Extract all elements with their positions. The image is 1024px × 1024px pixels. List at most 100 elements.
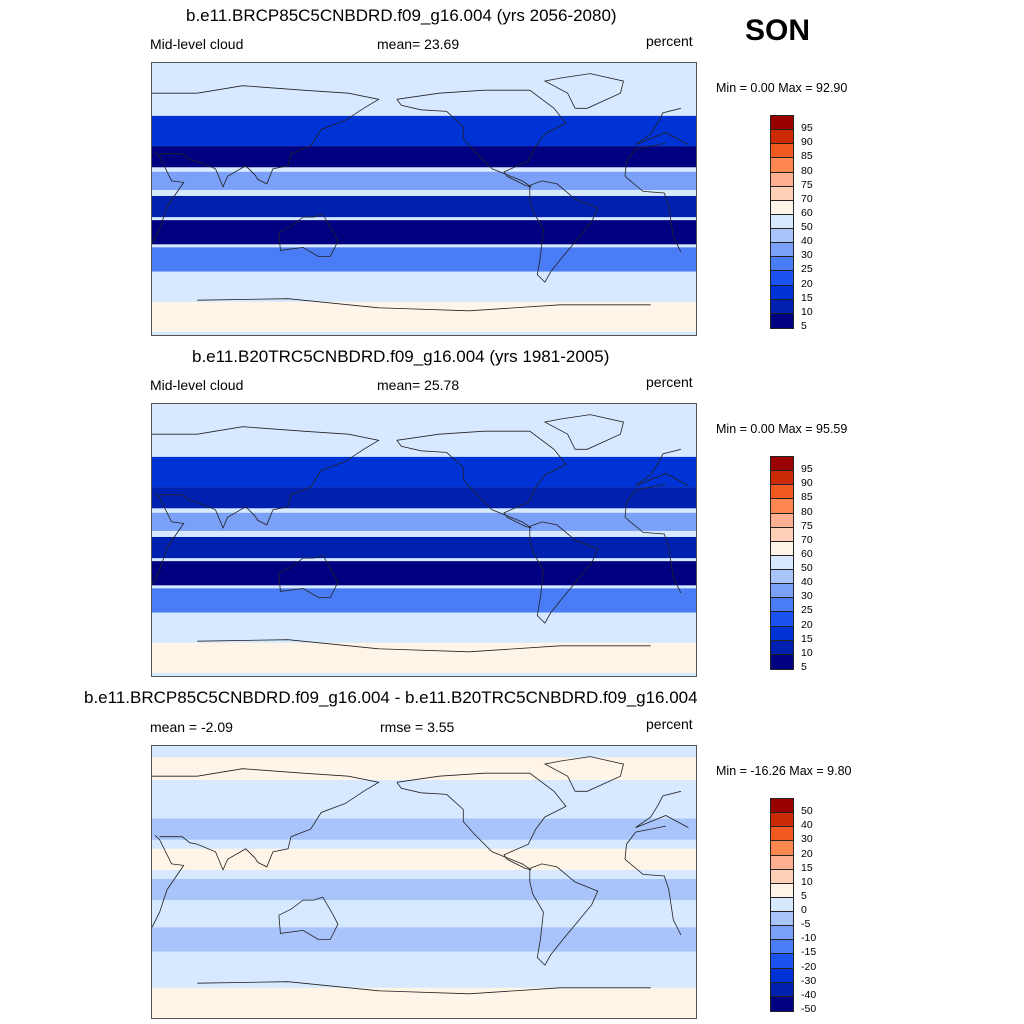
field-band <box>152 115 696 147</box>
colorbar-swatch <box>771 968 793 983</box>
panel-3-map <box>151 745 697 1019</box>
colorbar-swatch <box>771 485 793 500</box>
panel-2-variable-label: Mid-level cloud <box>150 377 244 393</box>
panel-3-title: b.e11.BRCP85C5CNBDRD.f09_g16.004 - b.e11… <box>84 688 698 707</box>
colorbar-swatch <box>771 996 793 1011</box>
colorbar-swatch <box>771 869 793 884</box>
colorbar-tick-label: -20 <box>801 960 817 973</box>
colorbar-swatch <box>771 271 793 286</box>
colorbar-tick-label: 85 <box>801 150 813 163</box>
colorbar-swatch <box>771 172 793 187</box>
field-band <box>152 757 696 780</box>
coastline <box>543 73 624 109</box>
colorbar-swatch <box>771 570 793 585</box>
coastline <box>529 180 599 283</box>
panel-2-minmax: Min = 0.00 Max = 95.59 <box>716 422 848 436</box>
colorbar-swatch <box>771 243 793 258</box>
colorbar-tick-label: 60 <box>801 206 813 219</box>
colorbar-tick-label: 80 <box>801 505 813 518</box>
colorbar-tick-label: 5 <box>801 661 807 673</box>
colorbar-tick-label: 15 <box>801 291 813 304</box>
colorbar-tick-label: 40 <box>801 819 813 832</box>
field-band <box>152 783 696 814</box>
season-label: SON <box>745 14 811 47</box>
coastline <box>152 142 682 253</box>
field-band <box>152 273 696 301</box>
colorbar-swatch <box>771 214 793 229</box>
coastline <box>152 768 689 871</box>
colorbar-tick-label: 25 <box>801 604 813 617</box>
colorbar-swatch <box>771 499 793 514</box>
field-band <box>152 878 696 901</box>
colorbar-swatch <box>771 299 793 314</box>
colorbar-tick-label: 95 <box>801 463 813 476</box>
coastline <box>197 298 651 312</box>
field-band <box>152 956 696 984</box>
panel-3-units-label: percent <box>646 716 693 732</box>
colorbar-swatch <box>771 541 793 556</box>
colorbar-tick-label: 30 <box>801 590 813 603</box>
colorbar-swatch <box>771 598 793 613</box>
colorbar-swatch <box>771 158 793 173</box>
field-band <box>152 927 696 952</box>
coastline <box>529 863 599 966</box>
colorbar-swatch <box>771 116 793 131</box>
colorbar-tick-label: 25 <box>801 263 813 276</box>
coastline <box>152 426 689 529</box>
panel-1-variable-label: Mid-level cloud <box>150 36 244 52</box>
colorbar-swatch <box>771 229 793 244</box>
panel-1-units-label: percent <box>646 33 693 49</box>
colorbar-tick-label: 30 <box>801 249 813 262</box>
colorbar-tick-label: 70 <box>801 192 813 205</box>
colorbar-tick-label: 75 <box>801 178 813 191</box>
panel-1-title: b.e11.BRCP85C5CNBDRD.f09_g16.004 (yrs 20… <box>186 6 617 25</box>
coastline <box>197 981 651 995</box>
field-band <box>152 146 696 168</box>
field-band <box>152 78 696 109</box>
colorbar-tick-label: 30 <box>801 833 813 846</box>
panel-2-colorbar <box>770 456 794 670</box>
panel-3-minmax: Min = -16.26 Max = 9.80 <box>716 764 852 778</box>
colorbar-swatch <box>771 200 793 215</box>
colorbar-tick-label: 50 <box>801 562 813 575</box>
colorbar-swatch <box>771 912 793 927</box>
colorbar-swatch <box>771 940 793 955</box>
colorbar-tick-label: -30 <box>801 974 817 987</box>
colorbar-swatch <box>771 584 793 599</box>
coastline <box>529 521 599 624</box>
colorbar-swatch <box>771 612 793 627</box>
field-band <box>152 561 696 586</box>
coastline <box>278 213 339 257</box>
panel-3-rmse-label: rmse = 3.55 <box>380 719 455 735</box>
coastline <box>278 896 339 940</box>
colorbar-tick-label: -15 <box>801 946 817 959</box>
colorbar-tick-label: 50 <box>801 805 813 818</box>
panel-1-map <box>151 62 697 336</box>
colorbar-tick-label: 90 <box>801 136 813 149</box>
field-band <box>152 901 696 923</box>
field-band <box>152 642 696 673</box>
colorbar-swatch <box>771 130 793 145</box>
panel-2-title: b.e11.B20TRC5CNBDRD.f09_g16.004 (yrs 198… <box>192 347 610 366</box>
colorbar-swatch <box>771 313 793 328</box>
colorbar-tick-label: 5 <box>801 320 807 332</box>
coastline <box>396 430 567 529</box>
colorbar-swatch <box>771 897 793 912</box>
panel-3-mean-label: mean = -2.09 <box>150 719 233 735</box>
colorbar-swatch <box>771 555 793 570</box>
colorbar-tick-label: 95 <box>801 122 813 135</box>
field-band <box>152 247 696 272</box>
coastline <box>152 483 682 594</box>
colorbar-tick-label: 75 <box>801 519 813 532</box>
field-band <box>152 588 696 613</box>
coastline <box>543 414 624 450</box>
colorbar-tick-label: 20 <box>801 618 813 631</box>
colorbar-swatch <box>771 799 793 814</box>
colorbar-swatch <box>771 144 793 159</box>
colorbar-swatch <box>771 471 793 486</box>
panel-1-mean-label: mean= 23.69 <box>377 36 460 52</box>
colorbar-tick-label: 80 <box>801 164 813 177</box>
colorbar-tick-label: 5 <box>801 889 807 902</box>
colorbar-swatch <box>771 813 793 828</box>
colorbar-swatch <box>771 926 793 941</box>
